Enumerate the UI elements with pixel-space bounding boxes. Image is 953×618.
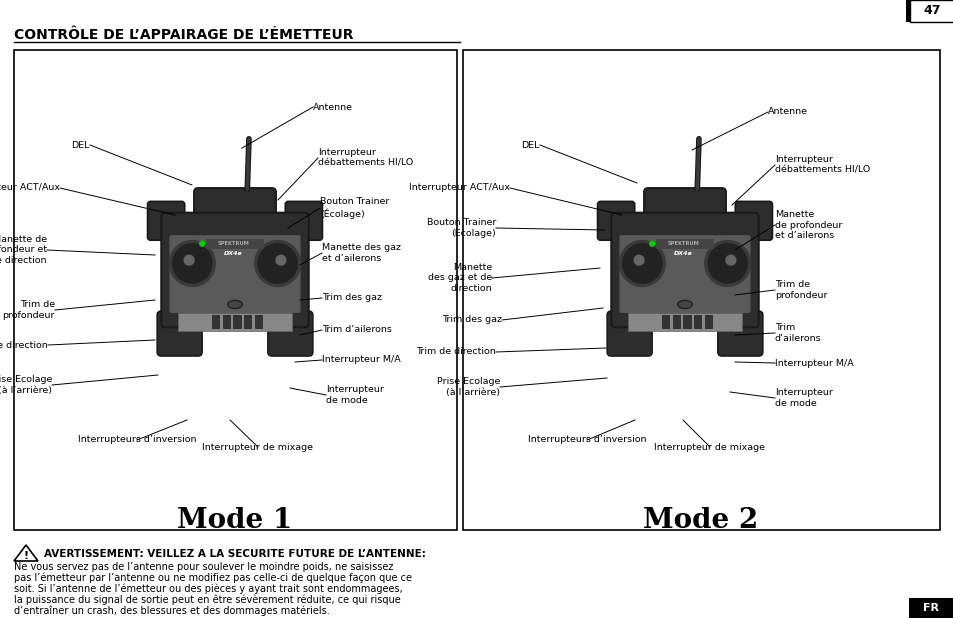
Text: Manette
des gaz et de
direction: Manette des gaz et de direction [427,263,492,293]
Circle shape [184,255,193,265]
Text: Interrupteur ACT/Aux: Interrupteur ACT/Aux [409,184,510,192]
Text: Prise Ecolage
(à l’arrière): Prise Ecolage (à l’arrière) [0,375,52,395]
Text: Bouton Trainer
(Ecolage): Bouton Trainer (Ecolage) [426,218,496,238]
Bar [682,315,690,328]
Text: CONTRÔLE DE L’APPAIRAGE DE L’ÉMETTEUR: CONTRÔLE DE L’APPAIRAGE DE L’ÉMETTEUR [14,28,354,42]
FancyBboxPatch shape [161,213,309,328]
Text: Trim de
profondeur: Trim de profondeur [3,300,55,320]
Text: Interrupteur M/A: Interrupteur M/A [774,358,853,368]
Text: Interrupteurs d’inversion: Interrupteurs d’inversion [77,436,196,444]
Circle shape [618,240,664,286]
Bar [908,598,953,618]
Bar [177,313,292,331]
FancyBboxPatch shape [606,311,652,356]
Circle shape [172,243,212,283]
Text: Antenne: Antenne [767,108,807,117]
Circle shape [704,240,750,286]
Text: 47: 47 [923,4,940,17]
Text: !: ! [24,551,29,561]
Bar [656,239,713,248]
Text: Interrupteur
débattements HI/LO: Interrupteur débattements HI/LO [774,155,869,175]
Text: Manette des gaz
et d’ailerons: Manette des gaz et d’ailerons [322,243,400,263]
Text: DX4e: DX4e [224,251,242,256]
Text: SPEKTRUM: SPEKTRUM [667,241,699,246]
Text: Antenne: Antenne [313,103,353,111]
FancyBboxPatch shape [611,213,758,328]
Text: Interrupteur M/A: Interrupteur M/A [322,355,400,365]
Bar [909,0,953,22]
Bar [627,313,741,331]
Bar [661,315,669,328]
FancyBboxPatch shape [170,235,300,313]
Text: AVERTISSEMENT: VEILLEZ A LA SECURITE FUTURE DE L’ANTENNE:: AVERTISSEMENT: VEILLEZ A LA SECURITE FUT… [44,549,425,559]
Text: pas l’émetteur par l’antenne ou ne modifiez pas celle-ci de quelque façon que ce: pas l’émetteur par l’antenne ou ne modif… [14,573,412,583]
FancyBboxPatch shape [148,201,185,240]
FancyBboxPatch shape [718,311,762,356]
Text: Interrupteur de mixage: Interrupteur de mixage [202,442,314,452]
Text: Interrupteur de mixage: Interrupteur de mixage [654,442,764,452]
FancyBboxPatch shape [643,188,725,225]
Text: DX4e: DX4e [673,251,692,256]
Text: Trim de
profondeur: Trim de profondeur [774,281,826,300]
FancyBboxPatch shape [193,188,275,225]
FancyBboxPatch shape [268,311,313,356]
FancyBboxPatch shape [735,201,772,240]
Text: DEL: DEL [71,140,90,150]
Bar [206,239,263,248]
Ellipse shape [677,300,692,308]
Text: Interrupteurs d’inversion: Interrupteurs d’inversion [527,436,645,444]
Text: Trim de direction: Trim de direction [416,347,496,357]
Text: d’entraîner un crash, des blessures et des dommages matériels.: d’entraîner un crash, des blessures et d… [14,606,330,616]
Bar [244,315,252,328]
Text: soit. Si l’antenne de l’émetteur ou des pièces y ayant trait sont endommagees,: soit. Si l’antenne de l’émetteur ou des … [14,584,402,595]
Bar [233,315,240,328]
Ellipse shape [228,300,242,308]
Text: Ne vous servez pas de l’antenne pour soulever le moindre poids, ne saisissez: Ne vous servez pas de l’antenne pour sou… [14,562,393,572]
Text: Mode 1: Mode 1 [177,507,293,533]
Text: Manette de
profondeur et
de direction: Manette de profondeur et de direction [0,235,47,265]
Text: DEL: DEL [521,140,539,150]
Text: Trim des gaz: Trim des gaz [322,294,381,302]
Text: Prise Ecolage
(à l’arrière): Prise Ecolage (à l’arrière) [436,378,499,397]
Text: la puissance du signal de sortie peut en être sévèrement réduite, ce qui risque: la puissance du signal de sortie peut en… [14,595,400,605]
Bar [462,50,939,530]
Circle shape [707,243,746,283]
Text: Mode 2: Mode 2 [642,507,758,533]
Bar [254,315,262,328]
Text: SPEKTRUM: SPEKTRUM [217,241,249,246]
Text: Interrupteur ACT/Aux: Interrupteur ACT/Aux [0,184,60,192]
Circle shape [170,240,215,286]
Text: Trim des gaz: Trim des gaz [441,316,501,324]
Circle shape [254,240,300,286]
Bar [212,315,219,328]
Circle shape [725,255,735,265]
Polygon shape [14,545,38,561]
Text: Trim
d’ailerons: Trim d’ailerons [774,323,821,343]
FancyBboxPatch shape [157,311,202,356]
Circle shape [275,255,286,265]
FancyBboxPatch shape [285,201,322,240]
Circle shape [622,243,661,283]
Text: Trim d’ailerons: Trim d’ailerons [322,326,392,334]
FancyBboxPatch shape [618,235,750,313]
Text: Bouton Trainer
(Écolage): Bouton Trainer (Écolage) [319,197,389,219]
Circle shape [257,243,297,283]
Circle shape [634,255,643,265]
FancyBboxPatch shape [597,201,634,240]
Circle shape [649,241,654,246]
Text: FR: FR [923,603,938,613]
Bar [222,315,230,328]
Text: Interrupteur
de mode: Interrupteur de mode [774,388,832,408]
Text: Trim de direction: Trim de direction [0,341,48,350]
Bar [672,315,679,328]
Text: Manette
de profondeur
et d’ailerons: Manette de profondeur et d’ailerons [774,210,841,240]
Bar [704,315,711,328]
Text: Interrupteur
de mode: Interrupteur de mode [326,385,383,405]
Bar [905,0,909,22]
Bar [14,50,456,530]
Text: Interrupteur
débattements HI/LO: Interrupteur débattements HI/LO [317,148,413,167]
Circle shape [199,241,205,246]
Bar [693,315,700,328]
